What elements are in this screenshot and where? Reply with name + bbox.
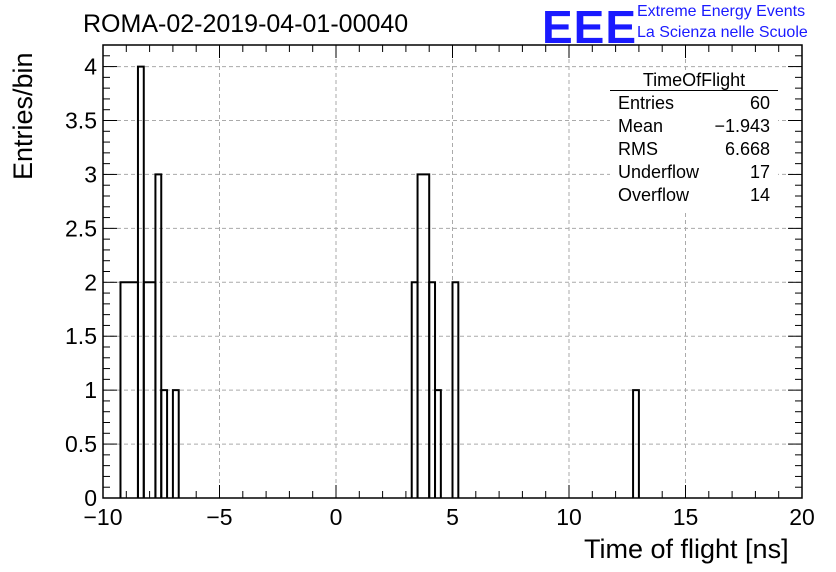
plot-title: ROMA-02-2019-04-01-00040 xyxy=(83,10,409,38)
stats-value: 6.668 xyxy=(724,139,770,159)
stats-value: 14 xyxy=(749,185,770,205)
x-tick-label: 15 xyxy=(673,504,699,530)
y-tick-label: 0.5 xyxy=(65,431,97,457)
y-tick-label: 2 xyxy=(84,269,97,295)
stats-row-overflow: Overflow 14 xyxy=(618,185,770,207)
stats-box: TimeOfFlight Entries 60 Mean −1.943 RMS … xyxy=(610,70,778,210)
histogram-bin xyxy=(434,389,442,498)
y-axis-label: Entries/bin xyxy=(8,52,38,180)
x-tick-label: 5 xyxy=(446,504,459,530)
plot-frame xyxy=(102,44,803,499)
y-tick-label: 1.5 xyxy=(65,323,97,349)
y-tick-label: 3.5 xyxy=(65,108,97,134)
stats-row-mean: Mean −1.943 xyxy=(618,116,770,138)
stats-key: Overflow xyxy=(618,185,690,205)
eee-logo: EEE xyxy=(542,1,638,53)
x-tick-label: 20 xyxy=(789,504,815,530)
y-tick-label: 2.5 xyxy=(65,215,97,241)
stats-value: 17 xyxy=(749,162,770,182)
y-tick-label: 1 xyxy=(84,377,97,403)
y-tick-label: 3 xyxy=(84,161,97,187)
x-axis-label: Time of flight [ns] xyxy=(584,534,789,564)
histogram-bin xyxy=(451,281,460,498)
histogram-bin xyxy=(171,389,180,498)
stats-row-underflow: Underflow 17 xyxy=(618,162,770,184)
tick-labels: −10 −5 0 5 10 15 20 0 0.5 1 1.5 2 2.5 3 3.5 4 xyxy=(65,54,815,530)
y-tick-label: 0 xyxy=(84,485,97,511)
stats-key: Underflow xyxy=(618,162,700,182)
logo-subtitle-1: Extreme Energy Events xyxy=(637,3,806,20)
x-tick-label: −5 xyxy=(206,504,232,530)
y-tick-label: 4 xyxy=(84,54,97,80)
stats-row-entries: Entries 60 xyxy=(618,93,770,115)
histogram-bins xyxy=(119,65,640,498)
x-tick-label: −10 xyxy=(83,504,122,530)
stats-key: RMS xyxy=(618,139,658,159)
x-tick-label: 0 xyxy=(330,504,343,530)
histogram-bin xyxy=(119,281,139,498)
stats-value: 60 xyxy=(749,93,770,113)
histogram-bin xyxy=(154,173,163,498)
histogram-bin xyxy=(160,389,169,498)
stats-value: −1.943 xyxy=(714,116,770,136)
histogram-bin xyxy=(632,389,640,498)
logo-subtitle-2: La Scienza nelle Scuole xyxy=(637,24,808,41)
stats-box-title: TimeOfFlight xyxy=(642,70,746,90)
stats-key: Mean xyxy=(618,116,664,136)
axis-ticks xyxy=(102,44,803,499)
x-tick-label: 10 xyxy=(556,504,582,530)
stats-key: Entries xyxy=(618,93,675,113)
stats-row-rms: RMS 6.668 xyxy=(618,139,770,161)
stats-divider xyxy=(610,90,778,91)
